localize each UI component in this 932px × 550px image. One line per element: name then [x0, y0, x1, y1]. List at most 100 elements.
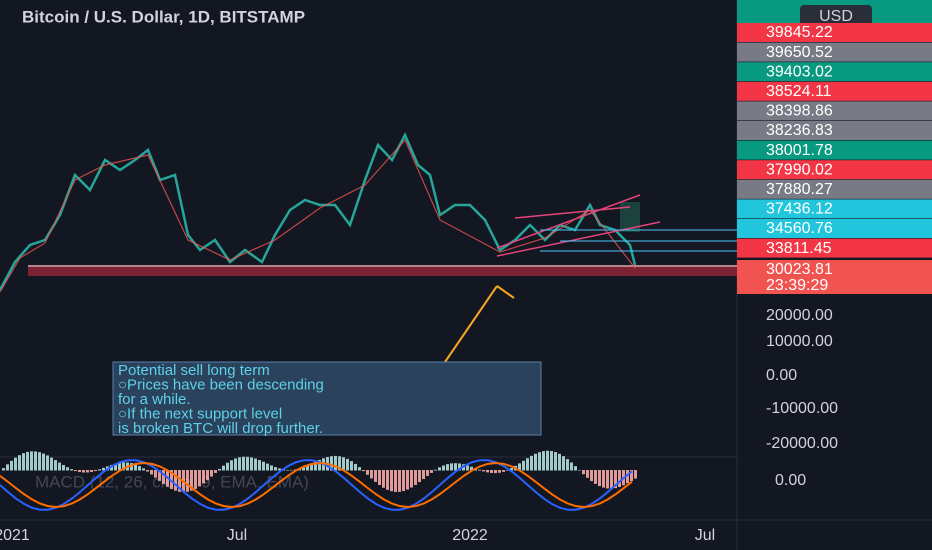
- macd-bar: [74, 470, 77, 472]
- macd-bar: [278, 468, 281, 471]
- macd-bar: [438, 467, 441, 471]
- macd-bar: [358, 467, 361, 471]
- macd-bar: [338, 456, 341, 471]
- annotation-line: ○If the next support level: [118, 405, 282, 422]
- macd-bar: [50, 457, 53, 471]
- macd-bar: [154, 470, 157, 478]
- macd-bar: [406, 470, 409, 490]
- annotation-line: for a while.: [118, 391, 191, 408]
- macd-bar: [14, 457, 17, 471]
- macd-bar: [586, 470, 589, 478]
- annotation-box: [112, 361, 542, 436]
- y-axis-label: 0.00: [766, 367, 797, 384]
- macd-bar: [538, 452, 541, 471]
- price-label: 38236.83: [766, 122, 833, 139]
- macd-bar: [574, 466, 577, 471]
- channel-line: [496, 194, 641, 249]
- macd-bar: [618, 470, 621, 488]
- price-label: 39403.02: [766, 63, 833, 80]
- macd-bar: [518, 463, 521, 471]
- macd-bar: [566, 459, 569, 471]
- macd-bar: [18, 455, 21, 471]
- macd-bar: [530, 455, 533, 471]
- macd-bar: [606, 470, 609, 489]
- price-label-bg: [737, 199, 932, 219]
- macd-bar: [158, 470, 161, 481]
- macd-bar: [482, 470, 485, 472]
- macd-bar: [26, 451, 29, 471]
- macd-bar: [450, 463, 453, 471]
- macd-bar: [378, 470, 381, 486]
- macd-bar: [262, 461, 265, 471]
- macd-bar: [42, 453, 45, 471]
- macd-bar: [558, 453, 561, 471]
- macd-bar: [498, 470, 501, 473]
- price-label-bg: [737, 62, 932, 82]
- macd-bar: [626, 470, 629, 484]
- last-price-bg: [737, 260, 932, 294]
- price-label-bg: [737, 101, 932, 121]
- macd-bar: [54, 460, 57, 471]
- price-label: 37990.02: [766, 161, 833, 178]
- price-label-bg: [737, 42, 932, 62]
- macd-bar: [142, 468, 145, 471]
- macd-bar: [562, 456, 565, 471]
- macd-bar: [314, 461, 317, 471]
- macd-bar: [394, 470, 397, 492]
- macd-bar: [570, 462, 573, 471]
- price-label-bg: [737, 140, 932, 160]
- annotation-line: ○Prices have been descending: [118, 376, 324, 393]
- price-label: 37880.27: [766, 181, 833, 198]
- price-label-bg: [737, 81, 932, 101]
- macd-bar: [94, 470, 97, 472]
- macd-bar: [62, 465, 65, 471]
- macd-bar: [230, 460, 233, 471]
- arrow: [444, 285, 498, 363]
- channel-line: [514, 206, 631, 219]
- macd-bar: [186, 470, 189, 492]
- macd-bar: [34, 451, 37, 471]
- macd-bar: [390, 470, 393, 492]
- macd-bar: [446, 464, 449, 471]
- macd-bar: [226, 462, 229, 471]
- y-axis-label: 20000.00: [766, 307, 833, 324]
- macd-bar: [398, 470, 401, 492]
- macd-bar: [30, 451, 33, 471]
- macd-bar: [542, 451, 545, 471]
- macd-bar: [578, 469, 581, 471]
- macd-bar: [198, 470, 201, 487]
- macd-bar: [130, 463, 133, 471]
- countdown: 23:39:29: [766, 277, 828, 294]
- macd-bar: [346, 458, 349, 471]
- macd-bar: [238, 457, 241, 471]
- macd-bar: [254, 458, 257, 471]
- macd-bar: [102, 467, 105, 471]
- macd-bar: [2, 468, 5, 471]
- price-label: 39845.22: [766, 24, 833, 41]
- price-label-bg: [737, 179, 932, 199]
- macd-bar: [550, 451, 553, 471]
- macd-bar: [110, 464, 113, 471]
- price-label-bg: [737, 23, 932, 42]
- price-label: 38524.11: [766, 83, 832, 100]
- macd-bar: [302, 467, 305, 471]
- macd-bar: [546, 450, 549, 471]
- macd-line: [0, 459, 633, 511]
- macd-bar: [510, 468, 513, 471]
- macd-bar: [38, 452, 41, 471]
- macd-bar: [218, 468, 221, 471]
- macd-bar: [206, 470, 209, 481]
- macd-bar: [594, 470, 597, 484]
- macd-bar: [170, 470, 173, 489]
- macd-bar: [6, 464, 9, 471]
- macd-bar: [610, 470, 613, 489]
- position-box: [620, 202, 640, 232]
- macd-bar: [274, 467, 277, 471]
- macd-bar: [582, 470, 585, 475]
- macd-bar: [442, 465, 445, 471]
- macd-bar: [270, 465, 273, 471]
- macd-bar: [266, 463, 269, 471]
- macd-bar: [202, 470, 205, 484]
- macd-bar: [194, 470, 197, 489]
